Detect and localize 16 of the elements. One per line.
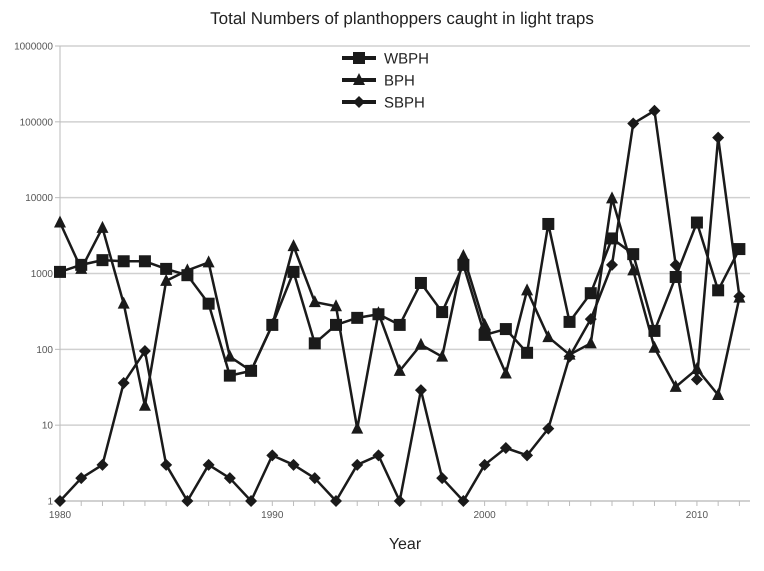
- x-tick-label: 1980: [48, 510, 72, 521]
- x-axis-title: Year: [388, 536, 422, 553]
- x-tick-label: 1990: [261, 510, 284, 521]
- y-tick-label: 1000000: [14, 42, 54, 52]
- y-tick-label: 100: [36, 344, 54, 356]
- legend-label: BPH: [384, 72, 415, 90]
- chart-title: Total Numbers of planthoppers caught in light traps: [210, 9, 594, 28]
- y-tick-label: 1000: [30, 269, 54, 280]
- x-tick-label: 2010: [686, 510, 708, 521]
- y-tick-label: 10000: [25, 193, 54, 204]
- y-tick-label: 1: [47, 496, 54, 508]
- y-tick-label: 100000: [20, 117, 54, 128]
- y-tick-label: 10: [42, 420, 54, 432]
- legend-label: WBPH: [384, 50, 429, 68]
- legend-label: SBPH: [384, 94, 425, 112]
- x-tick-label: 2000: [473, 510, 496, 521]
